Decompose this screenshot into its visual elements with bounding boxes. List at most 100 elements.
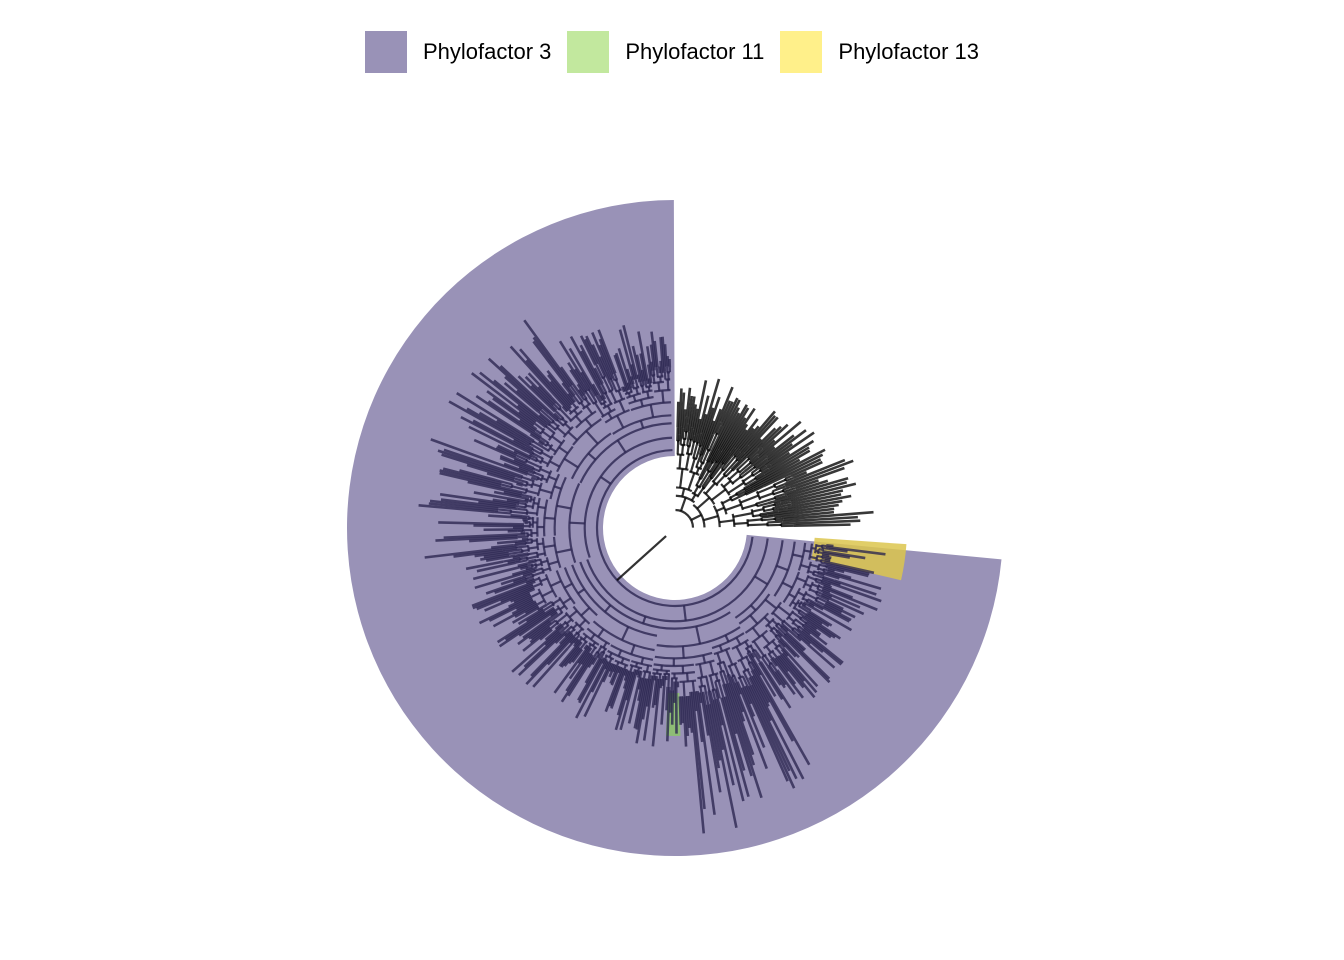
tree-tip-branch xyxy=(509,345,570,412)
tree-internal-arc xyxy=(685,452,693,456)
tree-internal-branch xyxy=(644,380,648,388)
tree-internal-branch xyxy=(724,503,742,512)
tree-internal-branch xyxy=(549,611,563,623)
tree-internal-arc xyxy=(628,395,654,405)
tree-tip-branch xyxy=(580,371,597,397)
tree-internal-arc xyxy=(671,671,696,675)
tree-internal-branch xyxy=(783,620,794,630)
tree-internal-branch xyxy=(532,452,544,460)
tree-internal-branch xyxy=(681,488,686,497)
tree-tip-branch xyxy=(597,329,617,374)
tree-tip-branch xyxy=(518,410,536,425)
tree-internal-branch xyxy=(756,497,776,505)
tree-internal-branch xyxy=(821,555,826,558)
tree-internal-branch xyxy=(746,652,753,662)
tree-tip-branch xyxy=(694,691,704,743)
tree-internal-branch xyxy=(750,467,759,475)
tree-tip-branch xyxy=(749,653,777,697)
tree-tip-branch xyxy=(443,532,526,539)
tree-internal-branch xyxy=(753,455,768,468)
tree-tip-branch xyxy=(618,329,636,381)
tree-tip-branch xyxy=(782,515,858,523)
tree-tip-branch xyxy=(757,439,776,456)
tree-tip-branch xyxy=(517,375,556,413)
tree-tip-branch xyxy=(636,374,641,383)
tree-tip-branch xyxy=(749,676,805,780)
tree-internal-branch xyxy=(714,451,723,463)
tree-tip-branch xyxy=(539,628,553,641)
tree-internal-arc xyxy=(613,397,626,405)
tree-tip-branch xyxy=(435,534,518,542)
tree-internal-arc xyxy=(570,432,612,480)
tree-internal-arc xyxy=(531,452,535,455)
tree-internal-branch xyxy=(763,508,773,512)
tree-internal-branch xyxy=(603,362,613,380)
tree-internal-arc xyxy=(675,494,696,504)
tree-tip-branch xyxy=(637,677,645,702)
tree-internal-branch xyxy=(736,458,750,471)
tree-internal-arc xyxy=(615,388,622,393)
tree-internal-branch xyxy=(642,671,647,679)
tree-internal-branch xyxy=(602,399,606,403)
tree-internal-arc xyxy=(539,457,545,465)
tree-tip-branch xyxy=(695,418,702,435)
tree-tip-branch xyxy=(823,560,875,575)
tree-internal-arc xyxy=(537,576,544,587)
tree-tip-branch xyxy=(538,414,548,422)
tree-internal-branch xyxy=(521,572,533,579)
tree-tip-branch xyxy=(466,407,522,441)
tree-internal-branch xyxy=(529,442,543,452)
tree-internal-arc xyxy=(751,648,756,653)
tree-tip-branch xyxy=(630,364,637,380)
tree-internal-branch xyxy=(817,572,821,576)
tree-tip-branch xyxy=(441,453,516,479)
tree-internal-branch xyxy=(532,571,544,577)
tree-tip-branch xyxy=(707,407,756,478)
tree-tip-branch xyxy=(757,425,782,450)
tree-internal-branch xyxy=(753,649,758,654)
tree-internal-arc xyxy=(675,508,695,528)
tree-tip-branch xyxy=(472,583,534,610)
tree-internal-branch xyxy=(774,494,788,501)
tree-tip-branch xyxy=(707,704,722,761)
tree-internal-arc xyxy=(774,633,779,638)
tree-tip-branch xyxy=(771,656,805,699)
tree-internal-branch xyxy=(685,453,691,470)
tree-tip-branch xyxy=(623,670,630,682)
tree-internal-branch xyxy=(680,444,685,455)
tree-tip-branch xyxy=(774,670,787,686)
tree-internal-arc xyxy=(698,684,706,688)
tree-tip-branch xyxy=(532,340,576,397)
tree-tip-branch xyxy=(751,675,770,707)
tree-tip-branch xyxy=(523,632,562,668)
tree-internal-branch xyxy=(548,475,557,481)
tree-internal-branch xyxy=(639,399,644,407)
tree-internal-branch xyxy=(714,689,720,703)
tree-internal-arc xyxy=(714,679,721,683)
tree-internal-arc xyxy=(770,601,782,616)
tree-internal-arc xyxy=(761,506,766,512)
tree-tip-branch xyxy=(761,423,789,450)
tree-tip-branch xyxy=(730,427,755,458)
tree-internal-branch xyxy=(682,605,687,621)
tree-internal-branch xyxy=(728,470,740,481)
tree-tip-branch xyxy=(506,498,520,504)
legend-item-phylofactor-3: Phylofactor 3 xyxy=(364,31,551,73)
tree-tip-branch xyxy=(571,648,584,663)
tree-tip-branch xyxy=(802,602,807,607)
tree-internal-branch xyxy=(735,646,744,660)
tree-tip-branch xyxy=(476,561,517,573)
tree-internal-arc xyxy=(642,670,651,674)
tree-internal-arc xyxy=(731,674,736,678)
tree-internal-branch xyxy=(525,445,533,452)
tree-internal-branch xyxy=(752,514,761,518)
tree-tip-branch xyxy=(692,691,698,712)
tree-tip-branch xyxy=(653,340,659,368)
tree-tip-branch xyxy=(517,619,551,646)
tree-internal-branch xyxy=(515,504,526,509)
tree-tip-branch xyxy=(756,443,793,470)
tree-tip-branch xyxy=(503,462,529,475)
tree-internal-branch xyxy=(521,493,532,499)
tree-internal-branch xyxy=(821,578,828,584)
tree-internal-arc xyxy=(584,390,588,393)
